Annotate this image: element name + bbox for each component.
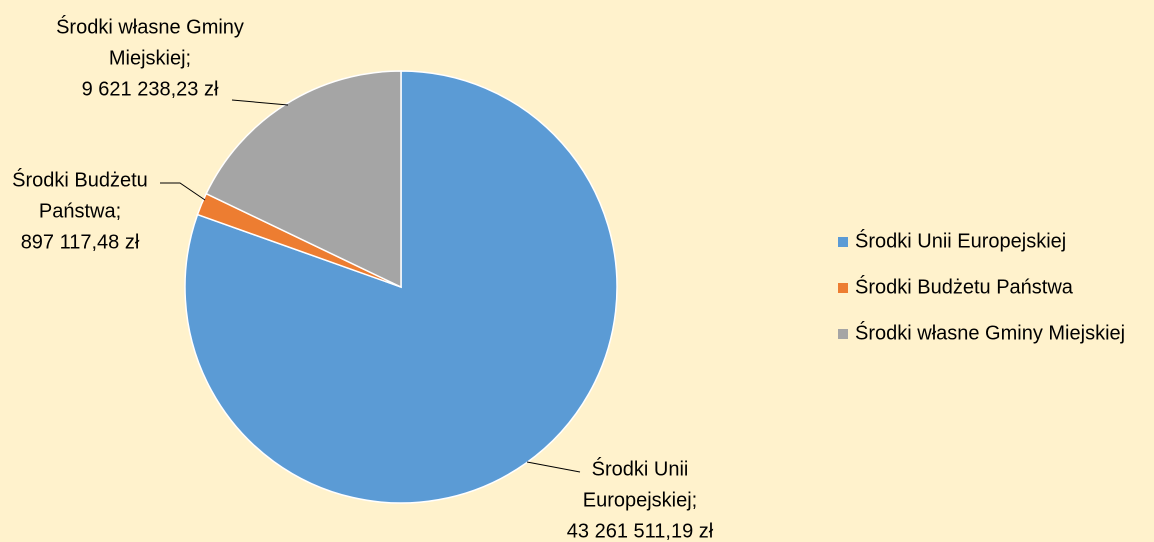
legend-swatch [838, 237, 848, 247]
data-label: Środki Unii [592, 456, 689, 480]
legend-label: Środki własne Gminy Miejskiej [855, 320, 1125, 344]
data-label: Miejskiej; [109, 47, 191, 69]
legend-label: Środki Budżetu Państwa [855, 274, 1074, 298]
leader-line [231, 99, 289, 106]
pie-slice [205, 70, 402, 289]
data-label: Środki Budżetu [12, 167, 148, 191]
legend-swatch [838, 283, 848, 293]
legend-label: Środki Unii Europejskiej [855, 228, 1066, 252]
data-label: Europejskiej; [583, 489, 698, 511]
data-label: Środki własne Gminy [56, 14, 244, 38]
legend-swatch [838, 329, 848, 339]
data-label: Państwa; [39, 200, 121, 222]
leader-line [526, 461, 581, 473]
leader-line [160, 182, 206, 201]
data-label-value: 897 117,48 zł [21, 231, 140, 253]
data-label-value: 9 621 238,23 zł [82, 78, 219, 100]
data-label-value: 43 261 511,19 zł [567, 520, 714, 542]
